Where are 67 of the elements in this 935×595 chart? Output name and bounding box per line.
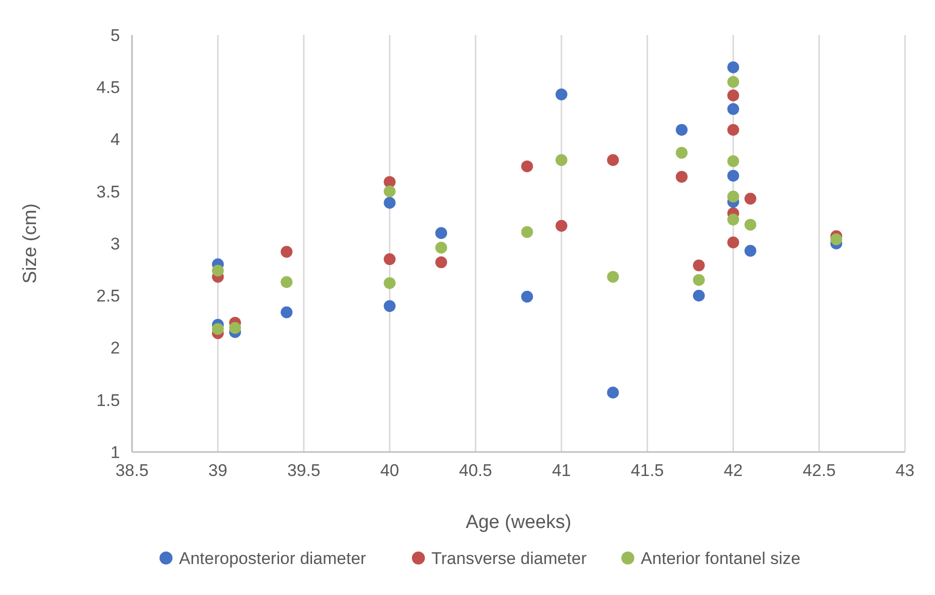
point xyxy=(830,233,842,246)
point xyxy=(727,76,740,88)
point xyxy=(521,290,534,303)
point xyxy=(229,322,241,334)
x-tick-label: 40.5 xyxy=(459,461,492,480)
point xyxy=(727,61,740,74)
point xyxy=(727,214,740,226)
point xyxy=(727,236,740,248)
point xyxy=(727,124,740,136)
legend-label: Anterior fontanel size xyxy=(640,548,801,568)
point xyxy=(280,276,293,288)
x-tick-label: 42 xyxy=(724,461,743,480)
point xyxy=(692,259,705,272)
point xyxy=(384,185,396,198)
point xyxy=(384,300,396,312)
point xyxy=(556,154,568,166)
x-tick-label: 41.5 xyxy=(630,461,664,480)
x-tick-label: 42.5 xyxy=(802,461,836,480)
point xyxy=(744,192,756,205)
point xyxy=(521,160,534,172)
legend-label: Transverse diameter xyxy=(431,548,587,568)
point xyxy=(435,256,448,268)
y-tick-label: 4 xyxy=(110,130,120,150)
point xyxy=(384,196,396,209)
x-tick-label: 39.5 xyxy=(287,461,320,480)
x-tick-label: 38.5 xyxy=(115,461,149,480)
point xyxy=(727,190,740,202)
point xyxy=(435,227,448,239)
point xyxy=(384,277,396,290)
point xyxy=(556,220,568,232)
point xyxy=(727,155,740,168)
x-tick-label: 43 xyxy=(896,461,914,480)
x-tick-label: 39 xyxy=(208,461,228,480)
y-tick-label: 2.5 xyxy=(96,286,120,306)
y-tick-label: 5 xyxy=(110,26,120,45)
point xyxy=(521,226,534,238)
x-tick-label: 41 xyxy=(552,461,571,480)
point xyxy=(556,88,568,100)
y-axis-title: Size (cm) xyxy=(20,203,41,284)
point xyxy=(435,242,448,254)
point xyxy=(676,124,688,136)
point xyxy=(676,170,688,183)
point xyxy=(692,274,705,286)
point xyxy=(280,246,293,258)
point xyxy=(676,146,688,159)
legend-label: Anteroposterior diameter xyxy=(179,548,366,568)
y-tick-label: 3.5 xyxy=(96,182,120,202)
x-axis-title: Age (weeks) xyxy=(466,512,572,533)
y-tick-label: 3 xyxy=(110,234,120,254)
x-tick-label: 40 xyxy=(380,461,400,480)
point xyxy=(727,103,740,115)
point xyxy=(744,218,756,231)
point xyxy=(280,306,293,318)
point xyxy=(607,154,619,166)
point xyxy=(727,170,740,182)
point xyxy=(607,386,619,398)
y-tick-label: 4.5 xyxy=(96,78,120,98)
y-tick-label: 1.5 xyxy=(96,390,120,410)
point xyxy=(384,253,396,266)
point xyxy=(692,290,705,302)
y-tick-label: 2 xyxy=(110,338,120,358)
point xyxy=(727,90,740,102)
point xyxy=(212,323,224,335)
point xyxy=(607,270,619,283)
y-tick-label: 1 xyxy=(110,442,120,462)
point xyxy=(212,264,224,277)
point xyxy=(744,244,756,257)
